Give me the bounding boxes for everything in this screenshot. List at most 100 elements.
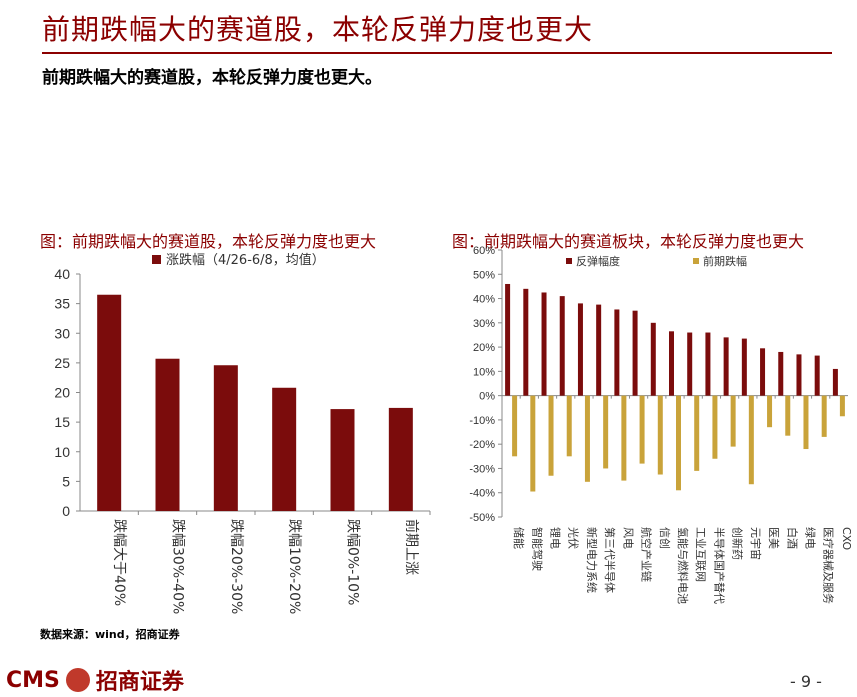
chart1-y-tick-label: 35: [54, 296, 70, 312]
chart1-x-tick-label: 跌幅大于40%: [111, 519, 127, 606]
chart1-bar: [388, 407, 413, 511]
chart2-x-tick-label: 医美: [767, 527, 780, 549]
chart1-bar: [97, 294, 122, 511]
chart2-bar-rebound: [541, 292, 547, 396]
company-logo: CMS 招商证券: [6, 664, 184, 696]
chart2-bar-prior-drop: [603, 395, 609, 469]
chart1-bar: [213, 365, 238, 511]
chart2-bar-rebound: [505, 283, 511, 396]
chart2-x-tick-label: 智能驾驶: [530, 527, 544, 571]
chart1-x-tick-label: 前期上涨: [403, 519, 420, 575]
chart2-bar-rebound: [687, 332, 693, 396]
chart2-legend-swatch-prior: [693, 258, 699, 264]
chart2-bar-rebound: [796, 354, 802, 396]
title-divider: [42, 52, 832, 54]
chart2-bar-rebound: [669, 331, 674, 396]
chart2-x-tick-label: 锂电: [549, 527, 563, 549]
chart1-x-tick-label: 跌幅30%-40%: [170, 519, 186, 614]
chart2-bar-prior-drop: [730, 395, 736, 447]
chart2-bar-prior-drop: [657, 395, 663, 475]
chart2-x-tick-label: 绿电: [803, 527, 817, 549]
chart2-bar-rebound: [760, 348, 766, 396]
chart2-x-tick-label: 白酒: [785, 527, 799, 549]
chart2-x-tick-label: 元宇宙: [749, 527, 763, 560]
chart2-x-tick-label: 风电: [621, 527, 634, 549]
chart2-x-tick-label: CXO: [840, 527, 853, 551]
chart2-bar-prior-drop: [512, 395, 518, 457]
chart1-x-tick-label: 跌幅20%-30%: [228, 519, 244, 614]
page-number: - 9 -: [790, 672, 822, 691]
chart2-bar-rebound: [814, 355, 820, 396]
chart2-x-tick-label: 第三代半导体: [603, 527, 617, 593]
chart2-legend-swatch-rebound: [566, 258, 572, 264]
chart2-title: 图：前期跌幅大的赛道板块，本轮反弹力度也更大: [452, 232, 805, 251]
chart2-y-tick-label: 30%: [473, 318, 495, 330]
chart2-x-tick-label: 航空产业链: [640, 527, 654, 582]
chart1-legend-swatch: [152, 255, 161, 264]
chart2-legend-label-prior: 前期跌幅: [703, 254, 747, 268]
chart2-bar-rebound: [832, 368, 838, 396]
chart2-bar-rebound: [559, 296, 565, 396]
chart1-x-tick-label: 跌幅10%-20%: [286, 519, 302, 614]
chart2-y-tick-label: -50%: [469, 512, 495, 524]
chart2-bar-rebound: [523, 288, 529, 396]
chart2-bar-prior-drop: [584, 395, 590, 482]
chart2-bar-rebound: [650, 322, 656, 396]
chart2-bar-rebound: [778, 351, 784, 396]
chart2-y-tick-label: -20%: [469, 439, 495, 451]
chart2-y-tick-label: 40%: [473, 294, 495, 306]
chart2-y-tick-label: 0%: [479, 391, 495, 403]
chart2-bar-prior-drop: [530, 395, 536, 492]
data-source: 数据来源：wind，招商证券: [40, 628, 180, 641]
chart2-bar-prior-drop: [694, 395, 700, 471]
chart1-y-tick-label: 25: [54, 355, 70, 371]
chart2-x-tick-label: 信创: [658, 527, 671, 549]
chart2-y-tick-label: 60%: [473, 245, 495, 257]
chart2-bar-rebound: [705, 332, 711, 396]
chart2-x-tick-label: 氢能与燃料电池: [676, 527, 690, 604]
chart2-x-tick-label: 新型电力系统: [585, 527, 599, 593]
chart1-y-tick-label: 0: [62, 503, 70, 519]
chart1-legend-label: 涨跌幅（4/26-6/8，均值）: [166, 252, 325, 268]
chart2-bar-prior-drop: [821, 395, 827, 437]
chart2-y-tick-label: -30%: [469, 463, 495, 475]
chart2-y-tick-label: 50%: [473, 269, 495, 281]
chart2-bar-prior-drop: [803, 395, 809, 450]
chart2-y-tick-label: -40%: [469, 488, 495, 500]
chart2-bar-prior-drop: [639, 395, 645, 464]
chart1-y-tick-label: 20: [54, 385, 70, 401]
chart2-bar-rebound: [723, 337, 729, 396]
chart2-bar-prior-drop: [767, 395, 773, 428]
logo-emblem-icon: [65, 668, 90, 692]
chart2-legend-label-rebound: 反弹幅度: [576, 254, 620, 268]
chart2-bar-rebound: [596, 304, 602, 396]
logo-latin: CMS: [6, 667, 60, 693]
chart2-x-tick-label: 医疗器械及服务: [822, 527, 836, 604]
chart1-y-tick-label: 5: [62, 473, 70, 489]
chart2-bar-rebound: [632, 310, 638, 396]
chart1-title: 图：前期跌幅大的赛道股，本轮反弹力度也更大: [40, 232, 377, 251]
chart2-y-tick-label: 10%: [473, 366, 495, 378]
chart1-y-tick-label: 40: [54, 266, 70, 282]
chart1-y-tick-label: 30: [54, 325, 70, 341]
logo-chinese: 招商证券: [95, 670, 184, 695]
chart1-y-tick-label: 10: [54, 444, 70, 460]
chart2-bar-prior-drop: [566, 395, 572, 457]
chart2-bar-rebound: [614, 309, 620, 396]
chart2-bar-rebound: [577, 303, 583, 396]
chart2-bar-prior-drop: [712, 395, 718, 459]
chart1-bar: [155, 358, 180, 511]
chart2-x-tick-label: 工业互联网: [694, 527, 707, 582]
chart2-bar-rebound: [741, 338, 747, 396]
chart2-x-tick-label: 光伏: [567, 527, 581, 549]
page-subtitle: 前期跌幅大的赛道股，本轮反弹力度也更大。: [42, 68, 382, 88]
chart2-bar-prior-drop: [676, 395, 681, 491]
chart2-bar-prior-drop: [839, 395, 845, 417]
chart1-bar: [330, 409, 355, 511]
chart1-x-tick-label: 跌幅0%-10%: [345, 519, 361, 605]
chart1-bar: [272, 387, 297, 511]
chart2-x-tick-label: 储能: [512, 527, 526, 549]
page-title: 前期跌幅大的赛道股，本轮反弹力度也更大: [42, 13, 594, 46]
